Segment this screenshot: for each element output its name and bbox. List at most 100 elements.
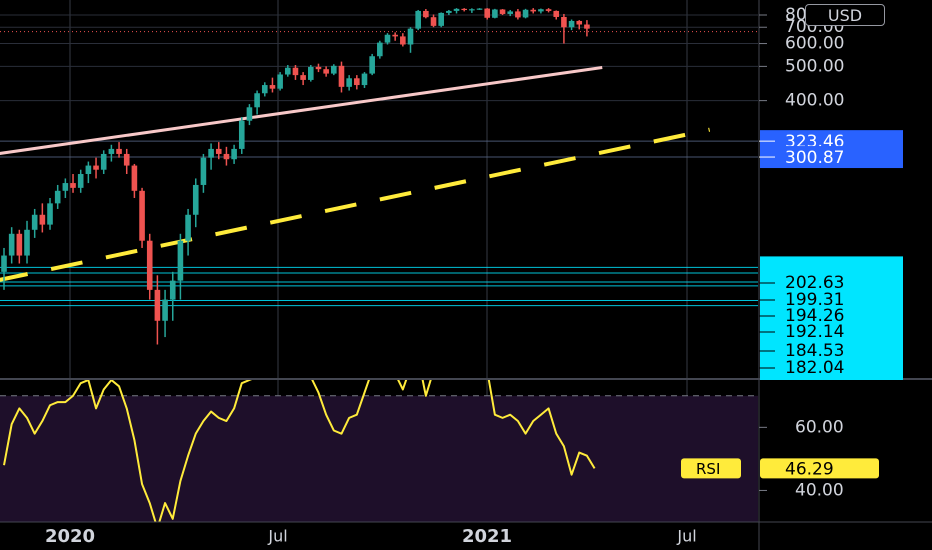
solid-trendline — [0, 65, 603, 155]
candle-body — [185, 214, 191, 241]
candle-body — [377, 42, 383, 57]
candle-32 — [246, 104, 253, 126]
rsi-value-badge: RSI 46.29 — [681, 458, 879, 479]
candle-76 — [584, 20, 590, 37]
candle-5 — [39, 203, 46, 233]
candle-71 — [545, 8, 552, 13]
candle-body — [238, 120, 245, 149]
candle-body — [300, 75, 306, 80]
rsi-value-badge-bg — [760, 458, 879, 479]
rsi-tick-label-0: 60.00 — [795, 417, 844, 437]
time-label-2: 2021 — [462, 526, 512, 547]
candle-body — [162, 299, 168, 321]
candle-60 — [461, 8, 467, 12]
candle-body — [269, 85, 276, 89]
candle-body — [192, 184, 199, 215]
candle-64 — [492, 8, 498, 19]
candle-body — [354, 78, 360, 86]
cyan-price-badge-stack — [760, 256, 903, 380]
cyan-price-label-0: 202.63 — [785, 273, 844, 293]
candle-body — [39, 214, 46, 225]
rsi-band-background — [0, 395, 758, 522]
candle-body — [484, 8, 491, 18]
candle-30 — [231, 144, 237, 164]
candle-body — [261, 85, 268, 94]
candle-27 — [208, 143, 214, 170]
candle-body — [85, 165, 92, 175]
candle-body — [308, 66, 314, 80]
candle-36 — [277, 72, 283, 91]
candle-body — [407, 28, 414, 45]
candle-body — [8, 233, 15, 256]
candle-body — [453, 8, 460, 11]
candle-33 — [254, 90, 260, 115]
candle-body — [446, 10, 452, 13]
candle-body — [54, 190, 61, 204]
candle-body — [154, 289, 161, 321]
candle-body — [123, 153, 130, 166]
candle-15 — [116, 142, 122, 158]
time-label-1: Jul — [267, 527, 287, 546]
horizontal-levels — [0, 140, 758, 307]
candle-66 — [507, 9, 514, 17]
candle-12 — [93, 157, 99, 179]
candle-46 — [354, 75, 360, 90]
blue-price-label-1: 300.87 — [785, 148, 844, 168]
candle-70 — [538, 8, 544, 14]
trendlines[interactable] — [0, 65, 711, 282]
candle-body — [208, 148, 214, 158]
candle-63 — [484, 8, 491, 20]
candle-23 — [177, 233, 184, 300]
candle-body — [177, 240, 184, 281]
candle-body — [331, 65, 337, 74]
candle-18 — [139, 187, 145, 248]
candle-body — [438, 12, 444, 26]
rsi-axis[interactable]: 60.00 40.00 — [759, 417, 844, 500]
candle-61 — [469, 8, 475, 13]
candle-62 — [476, 8, 483, 10]
rsi-value-label: 46.29 — [785, 459, 834, 479]
candle-body — [16, 233, 23, 256]
candle-body — [538, 9, 544, 12]
time-axis[interactable]: 2020 Jul 2021 Jul — [45, 526, 697, 547]
candle-body — [223, 153, 230, 160]
candle-10 — [77, 169, 84, 193]
candle-42 — [323, 66, 329, 77]
candle-14 — [108, 144, 115, 162]
candle-body — [284, 67, 291, 75]
candle-44 — [338, 61, 345, 93]
candle-body — [31, 214, 38, 230]
candle-54 — [415, 9, 421, 31]
cyan-price-label-5: 182.04 — [785, 358, 844, 378]
candle-51 — [392, 32, 398, 41]
candle-67 — [515, 9, 521, 20]
candle-body — [530, 9, 537, 12]
rsi-tick-label-1: 40.00 — [795, 480, 844, 500]
candle-56 — [430, 14, 437, 28]
blue-price-badge-1 — [760, 146, 903, 169]
candle-41 — [315, 63, 322, 73]
candle-body — [430, 17, 437, 26]
candle-body — [200, 157, 207, 185]
candle-body — [361, 73, 368, 86]
candle-body — [423, 10, 429, 18]
candle-3 — [24, 220, 30, 264]
candle-72 — [553, 10, 560, 20]
candle-body — [215, 148, 222, 154]
candle-body — [476, 8, 483, 10]
candle-body — [515, 11, 521, 18]
candle-7 — [54, 184, 61, 209]
time-label-3: Jul — [676, 527, 696, 546]
currency-button[interactable]: USD — [805, 4, 885, 26]
candle-21 — [162, 289, 168, 338]
candle-49 — [377, 40, 383, 59]
candle-37 — [284, 65, 291, 77]
candle-body — [277, 74, 283, 89]
cyan-price-label-3: 192.14 — [785, 322, 844, 342]
candle-body — [415, 10, 421, 29]
candle-25 — [192, 178, 199, 228]
candle-4 — [31, 208, 38, 238]
candle-body — [584, 24, 590, 29]
candle-48 — [369, 53, 375, 76]
